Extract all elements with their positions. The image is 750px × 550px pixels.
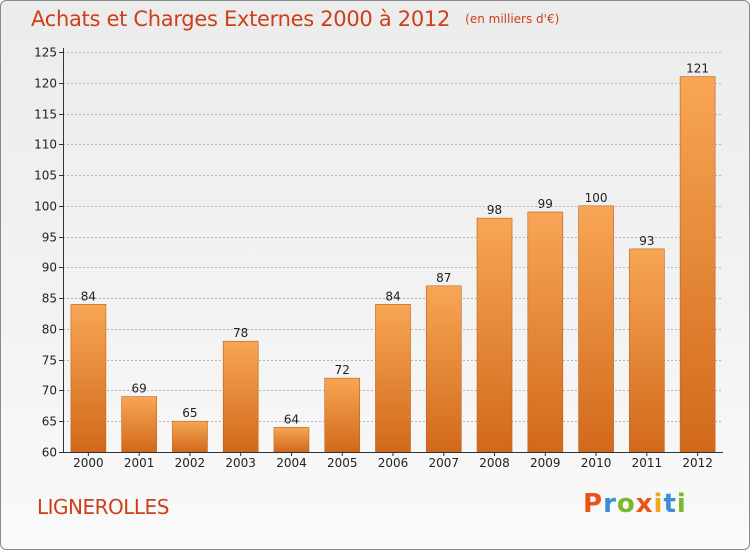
x-axis-ticks: 2000 2001 2002 2003 2004 2005 2006 2007 2008 2009… [73, 452, 713, 470]
x-tick-label: 2010 [581, 456, 612, 470]
x-tick-label: 2007 [428, 456, 459, 470]
y-tick-label: 90 [42, 261, 57, 275]
data-label: 99 [538, 197, 553, 211]
data-label: 93 [639, 234, 654, 248]
y-tick-label: 70 [42, 384, 57, 398]
y-tick-label: 125 [34, 46, 57, 60]
bar [121, 396, 157, 453]
y-tick-label: 85 [42, 292, 57, 306]
x-tick-label: 2008 [479, 456, 510, 470]
bar [629, 248, 665, 453]
y-tick-label: 120 [34, 77, 57, 91]
bar [273, 427, 310, 453]
data-label: 84 [385, 289, 400, 303]
y-tick-label: 95 [42, 231, 57, 245]
bars [70, 76, 716, 453]
y-tick-label: 105 [34, 169, 57, 183]
bar [425, 285, 462, 453]
place-name: LIGNEROLLES [37, 495, 169, 519]
logo-letter: o [616, 489, 636, 519]
chart-subtitle: (en milliers d'€) [465, 12, 560, 26]
data-label: 72 [335, 363, 350, 377]
data-label: 100 [585, 191, 608, 205]
y-tick-label: 65 [42, 415, 57, 429]
data-label: 78 [233, 326, 248, 340]
bar [527, 211, 564, 453]
x-tick-label: 2001 [124, 456, 155, 470]
x-tick-label: 2012 [682, 456, 713, 470]
logo-letter: r [603, 489, 617, 519]
title-row: Achats et Charges Externes 2000 à 2012 (… [31, 7, 559, 31]
logo-letter: P [583, 489, 604, 519]
x-tick-label: 2000 [73, 456, 104, 470]
logo-letter: t [663, 489, 677, 519]
y-tick-label: 60 [42, 446, 57, 460]
x-tick-label: 2003 [225, 456, 256, 470]
x-tick-label: 2011 [632, 456, 663, 470]
data-label: 69 [132, 382, 147, 396]
y-tick-label: 115 [34, 108, 57, 122]
bar [222, 340, 259, 453]
y-axis-ticks: 60 65 70 75 80 85 90 95 100 105 110 115 120 125 [34, 46, 63, 460]
data-label: 84 [81, 289, 96, 303]
x-tick-label: 2006 [378, 456, 409, 470]
chart-title: Achats et Charges Externes 2000 à 2012 [31, 7, 451, 31]
y-tick-label: 75 [42, 354, 57, 368]
bar [476, 217, 513, 453]
bar [172, 420, 208, 453]
x-tick-label: 2005 [327, 456, 358, 470]
data-label: 87 [436, 271, 451, 285]
x-tick-label: 2009 [530, 456, 561, 470]
logo-letter: x [635, 489, 654, 519]
data-label: 65 [182, 406, 197, 420]
data-label: 121 [686, 62, 709, 76]
x-tick-label: 2002 [175, 456, 206, 470]
y-tick-label: 80 [42, 323, 57, 337]
axes [63, 48, 723, 453]
bar [679, 76, 716, 453]
data-labels: 84 69 65 78 64 72 84 87 98 99 100 93 121 [81, 62, 709, 427]
bar [578, 205, 614, 453]
proxiti-logo: Proxiti [583, 489, 687, 519]
bar [324, 377, 361, 453]
x-tick-label: 2004 [276, 456, 307, 470]
bar [375, 304, 411, 453]
y-tick-label: 110 [34, 138, 57, 152]
logo-letter: i [653, 489, 664, 519]
y-tick-label: 100 [34, 200, 57, 214]
logo-letter: i [676, 489, 687, 519]
data-label: 64 [284, 412, 299, 426]
data-label: 98 [487, 203, 502, 217]
bar [70, 304, 107, 453]
